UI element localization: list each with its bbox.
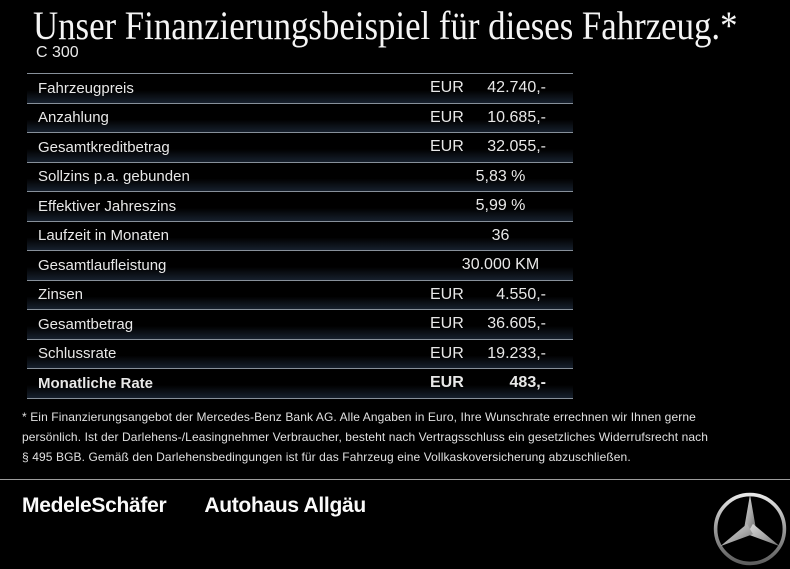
row-label: Zinsen [38, 286, 84, 304]
currency-label: EUR [430, 138, 464, 156]
dealer-logo-medeleschaefer: MedeleSchäfer [22, 494, 167, 517]
row-value: 19.233,- [487, 344, 546, 362]
row-label: Gesamtbetrag [38, 315, 134, 333]
row-value: 42.740,- [487, 79, 546, 97]
table-row: Laufzeit in Monaten 36 [27, 220, 573, 250]
row-value: 4.550,- [496, 285, 546, 303]
table-row: Sollzins p.a. gebunden 5,83 % [27, 161, 573, 191]
page-title: Unser Finanzierungsbeispiel für dieses F… [33, 3, 738, 48]
row-value-cell: EUR 36.605,- [428, 315, 573, 333]
row-value-cell: 5,83 % [428, 168, 573, 186]
row-label: Schlussrate [38, 345, 117, 363]
row-value: 36 [491, 226, 510, 244]
footnote-line: * Ein Finanzierungsangebot der Mercedes-… [22, 410, 696, 424]
row-value-cell: 36 [428, 227, 573, 245]
row-value-cell: EUR 42.740,- [428, 79, 573, 97]
row-label: Effektiver Jahreszins [38, 197, 177, 215]
row-value-cell: EUR 32.055,- [428, 138, 573, 156]
row-label: Sollzins p.a. gebunden [38, 168, 190, 186]
currency-label: EUR [430, 344, 464, 362]
row-label: Laufzeit in Monaten [38, 227, 169, 245]
table-row: Schlussrate EUR 19.233,- [27, 338, 573, 368]
footer-divider [0, 479, 790, 480]
row-value: 10.685,- [487, 108, 546, 126]
currency-label: EUR [430, 315, 464, 333]
financing-table: Fahrzeugpreis EUR 42.740,- Anzahlung EUR… [27, 73, 573, 399]
row-value-cell: 5,99 % [428, 197, 573, 215]
dealer-logo-autohaus-allgaeu: Autohaus Allgäu [204, 494, 366, 517]
table-row: Anzahlung EUR 10.685,- [27, 102, 573, 132]
table-row: Monatliche Rate EUR 483,- [27, 368, 573, 398]
row-value: 483,- [509, 374, 546, 392]
table-row: Effektiver Jahreszins 5,99 % [27, 191, 573, 221]
currency-label: EUR [430, 374, 464, 392]
row-value-cell: EUR 10.685,- [428, 109, 573, 127]
footnote: * Ein Finanzierungsangebot der Mercedes-… [22, 407, 772, 467]
currency-label: EUR [430, 285, 464, 303]
row-label: Fahrzeugpreis [38, 79, 134, 97]
row-label: Monatliche Rate [38, 374, 154, 392]
row-value-cell: EUR 4.550,- [428, 286, 573, 304]
footnote-line: § 495 BGB. Gemäß den Darlehensbedingunge… [22, 450, 631, 464]
table-row: Gesamtlaufleistung 30.000 KM [27, 250, 573, 280]
table-row: Fahrzeugpreis EUR 42.740,- [27, 73, 573, 103]
row-value: 32.055,- [487, 138, 546, 156]
vehicle-model-label: C 300 [36, 44, 79, 61]
row-label: Anzahlung [38, 109, 109, 127]
row-value-cell: 30.000 KM [428, 256, 573, 274]
row-label: Gesamtlaufleistung [38, 256, 167, 274]
finance-offer-page: { "title": "Unser Finanzierungsbeispiel … [0, 3, 790, 566]
row-value: 5,83 % [475, 167, 526, 185]
currency-label: EUR [430, 79, 464, 97]
row-value: 36.605,- [487, 315, 546, 333]
footer: MedeleSchäfer Autohaus Allgäu [22, 494, 366, 518]
row-value: 30.000 KM [461, 256, 540, 274]
currency-label: EUR [430, 108, 464, 126]
row-value: 5,99 % [475, 197, 526, 215]
footnote-line: persönlich. Ist der Darlehens-/Leasingne… [22, 430, 708, 444]
table-row: Gesamtbetrag EUR 36.605,- [27, 309, 573, 339]
row-value-cell: EUR 483,- [428, 374, 573, 392]
table-row: Zinsen EUR 4.550,- [27, 279, 573, 309]
row-value-cell: EUR 19.233,- [428, 345, 573, 363]
mercedes-star-icon [713, 492, 787, 566]
table-row: Gesamtkreditbetrag EUR 32.055,- [27, 132, 573, 162]
row-label: Gesamtkreditbetrag [38, 138, 170, 156]
